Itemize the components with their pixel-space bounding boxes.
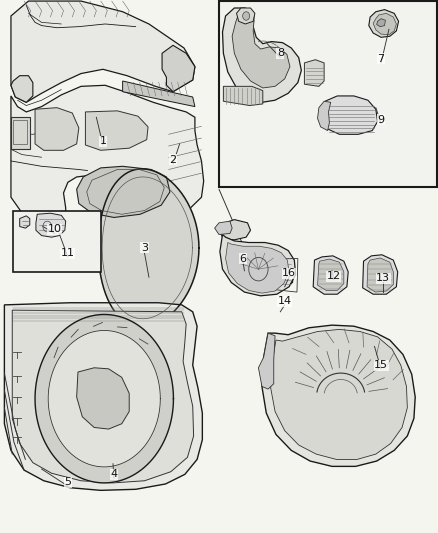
Polygon shape	[223, 86, 263, 106]
Polygon shape	[318, 101, 331, 131]
Polygon shape	[220, 235, 296, 296]
Text: 14: 14	[278, 296, 292, 306]
Polygon shape	[85, 111, 148, 150]
Polygon shape	[226, 243, 289, 293]
Polygon shape	[35, 108, 79, 150]
Polygon shape	[373, 13, 396, 35]
Text: 15: 15	[374, 360, 388, 370]
Circle shape	[243, 12, 250, 20]
Polygon shape	[223, 8, 301, 102]
Polygon shape	[215, 221, 232, 235]
Text: 1: 1	[99, 136, 106, 146]
Polygon shape	[77, 368, 129, 429]
Text: 13: 13	[376, 273, 390, 283]
Polygon shape	[369, 10, 399, 37]
Text: 16: 16	[282, 269, 296, 278]
Text: 11: 11	[61, 248, 75, 258]
Polygon shape	[271, 329, 407, 459]
Text: 7: 7	[378, 54, 385, 63]
Polygon shape	[258, 333, 275, 389]
Polygon shape	[98, 169, 199, 327]
Text: 6: 6	[240, 254, 247, 263]
Polygon shape	[36, 213, 66, 237]
Polygon shape	[123, 81, 195, 107]
Polygon shape	[20, 216, 30, 228]
Text: 4: 4	[110, 470, 117, 479]
Polygon shape	[11, 1, 195, 102]
Polygon shape	[77, 166, 170, 217]
Text: 10: 10	[48, 224, 62, 234]
Text: 3: 3	[141, 243, 148, 253]
Polygon shape	[323, 96, 378, 134]
Polygon shape	[11, 76, 33, 102]
Bar	[219, 1, 437, 187]
Polygon shape	[48, 330, 160, 467]
Text: 9: 9	[378, 115, 385, 125]
Polygon shape	[35, 314, 173, 483]
Polygon shape	[377, 19, 385, 27]
Text: 2: 2	[170, 155, 177, 165]
Polygon shape	[363, 255, 398, 294]
Text: 12: 12	[327, 271, 341, 281]
Bar	[13, 211, 101, 272]
Polygon shape	[12, 310, 194, 483]
Polygon shape	[11, 117, 30, 149]
Polygon shape	[367, 258, 393, 292]
Polygon shape	[162, 45, 195, 92]
Polygon shape	[271, 260, 293, 287]
Polygon shape	[262, 325, 415, 466]
Polygon shape	[220, 220, 251, 240]
Text: 5: 5	[64, 478, 71, 487]
Polygon shape	[313, 256, 348, 294]
Polygon shape	[11, 85, 204, 228]
Polygon shape	[237, 8, 255, 24]
Polygon shape	[304, 60, 324, 86]
Polygon shape	[232, 13, 290, 88]
Text: 8: 8	[277, 49, 284, 58]
Polygon shape	[318, 259, 344, 290]
Polygon shape	[4, 303, 202, 490]
